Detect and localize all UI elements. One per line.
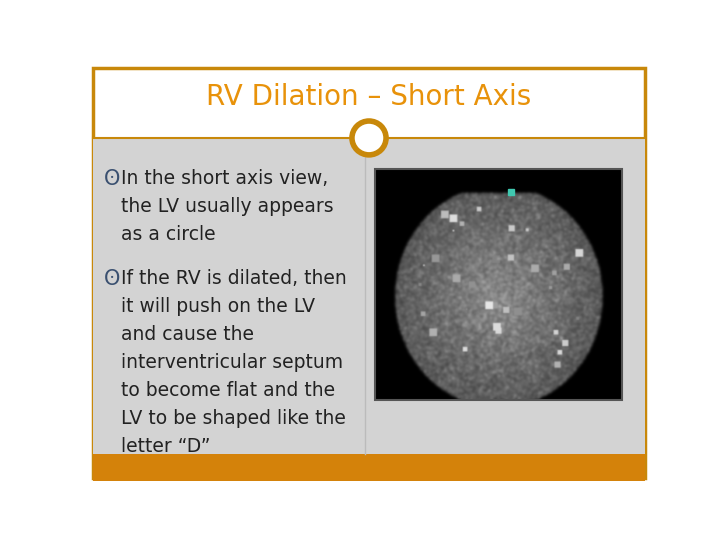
Bar [93, 454, 645, 481]
Text: If the RV is dilated, then
it will push on the LV
and cause the
interventricular: If the RV is dilated, then it will push … [121, 269, 347, 456]
Bar [375, 168, 621, 400]
Text: ʘ: ʘ [104, 269, 120, 289]
FancyBboxPatch shape [93, 68, 645, 477]
Text: ʘ: ʘ [104, 168, 120, 189]
Bar [93, 138, 645, 454]
Text: In the short axis view,
the LV usually appears
as a circle: In the short axis view, the LV usually a… [121, 168, 333, 244]
Circle shape [352, 121, 386, 155]
Text: RV Dilation – Short Axis: RV Dilation – Short Axis [207, 83, 531, 111]
